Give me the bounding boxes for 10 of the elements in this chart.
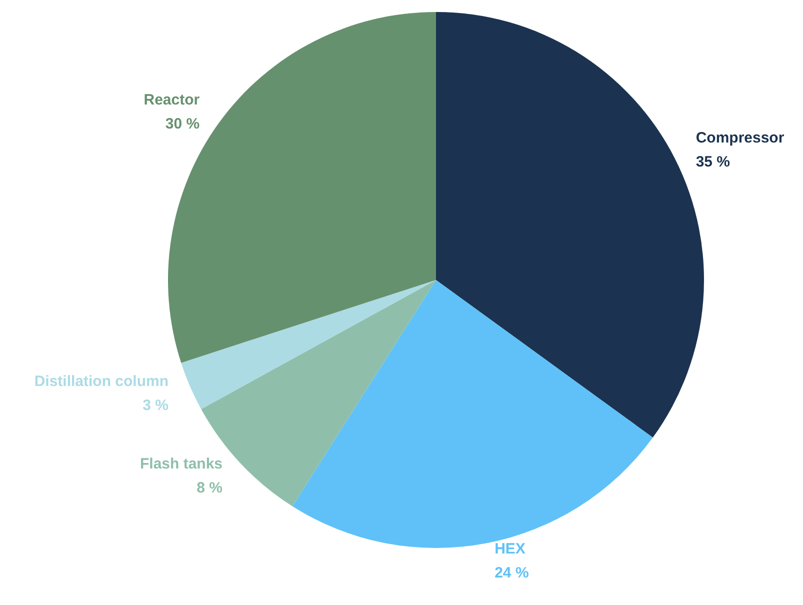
data-label: 35 % [696, 154, 730, 171]
slice-label: Flash tanks [140, 455, 223, 472]
slice-label: HEX [494, 540, 526, 558]
data-label: 24 % [494, 564, 529, 582]
slice-label: Compressor [696, 130, 784, 147]
data-label: 8 % [196, 479, 223, 496]
slice-label: Reactor [144, 91, 200, 108]
data-label: 3 % [142, 397, 169, 414]
data-label: 30 % [165, 115, 200, 132]
slice-label: Distillation column [34, 373, 169, 390]
